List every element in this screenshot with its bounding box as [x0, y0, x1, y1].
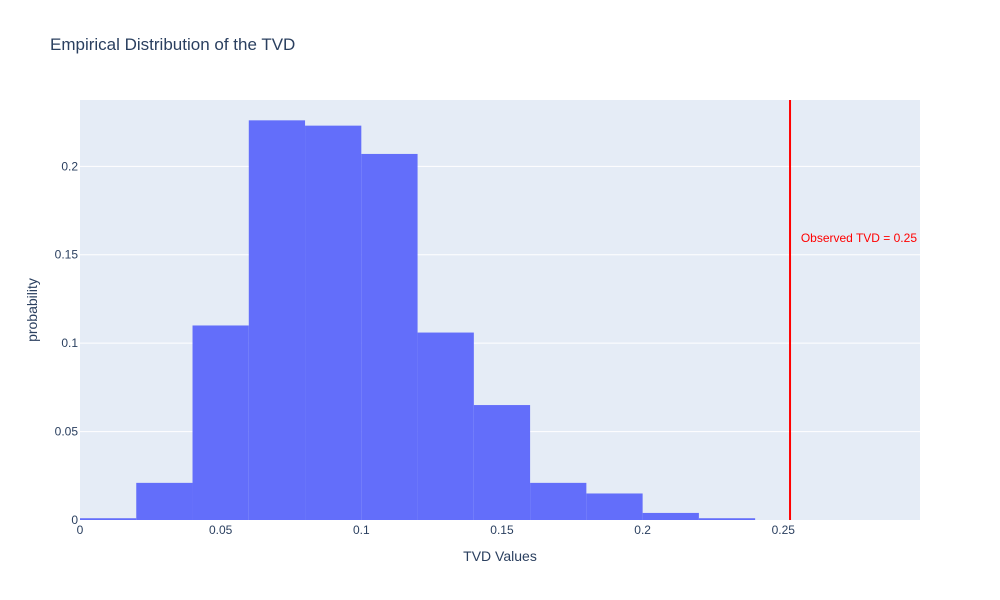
histogram-bar [136, 482, 193, 520]
chart-title: Empirical Distribution of the TVD [50, 35, 295, 54]
y-tick-label: 0.05 [55, 425, 79, 439]
histogram-bar [698, 518, 756, 520]
histogram-bar [305, 125, 362, 521]
y-tick-label: 0.2 [61, 159, 78, 173]
y-tick-label: 0.1 [61, 336, 78, 350]
y-tick-label: 0.15 [55, 248, 79, 262]
x-tick-label: 0.15 [490, 523, 514, 537]
x-axis-ticks: 0 0.05 0.1 0.15 0.2 0.25 [77, 523, 796, 537]
y-axis-ticks: 0 0.05 0.1 0.15 0.2 [55, 159, 79, 527]
histogram-bar [248, 120, 306, 520]
y-tick-label: 0 [71, 513, 78, 527]
x-tick-label: 0.05 [209, 523, 233, 537]
x-axis-title: TVD Values [463, 548, 537, 564]
histogram-bar [80, 518, 137, 520]
histogram-bar [361, 153, 418, 521]
x-tick-label: 0.25 [772, 523, 796, 537]
histogram-bars [80, 120, 756, 521]
histogram-bar [586, 493, 643, 520]
histogram-bar [642, 512, 699, 520]
y-axis-title: probability [24, 278, 40, 342]
observed-tvd-label: Observed TVD = 0.25 [801, 231, 918, 245]
x-tick-label: 0 [77, 523, 84, 537]
histogram-bar [530, 482, 587, 520]
reference-line-group: Observed TVD = 0.25 [789, 100, 918, 520]
x-tick-label: 0.1 [353, 523, 370, 537]
x-tick-label: 0.2 [634, 523, 651, 537]
histogram-bar [192, 325, 249, 520]
histogram-bar [417, 332, 474, 520]
histogram-bar [473, 405, 531, 520]
